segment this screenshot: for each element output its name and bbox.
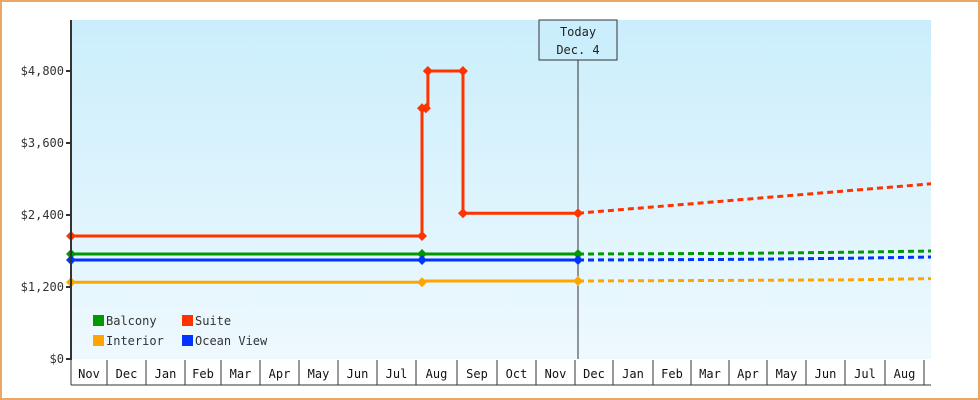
legend-label: Interior — [106, 334, 164, 348]
series-suite — [66, 66, 932, 241]
legend-label: Ocean View — [195, 334, 268, 348]
month-label: Feb — [661, 367, 683, 381]
y-tick-label: $2,400 — [21, 208, 64, 222]
series-lines — [66, 66, 932, 288]
month-label: Apr — [269, 367, 291, 381]
month-label: Sep — [466, 367, 488, 381]
legend-item-balcony[interactable]: Balcony — [93, 314, 157, 328]
today-label: Today — [560, 25, 596, 39]
month-label: May — [776, 367, 798, 381]
legend-label: Balcony — [106, 314, 157, 328]
legend-item-suite[interactable]: Suite — [182, 314, 231, 328]
series-interior — [66, 276, 932, 288]
month-label: Jan — [622, 367, 644, 381]
legend-swatch — [182, 335, 193, 346]
legend-item-ocean-view[interactable]: Ocean View — [182, 334, 268, 348]
month-label: Apr — [737, 367, 759, 381]
month-label: Feb — [192, 367, 214, 381]
data-point-marker[interactable] — [417, 231, 427, 241]
today-marker: Today Dec. 4 — [538, 19, 618, 359]
data-point-marker[interactable] — [417, 277, 427, 288]
legend-swatch — [182, 315, 193, 326]
y-tick-label: $4,800 — [21, 64, 64, 78]
y-tick-label: $0 — [50, 352, 64, 366]
month-label: Aug — [426, 367, 448, 381]
plot-area — [71, 20, 931, 359]
legend-item-interior[interactable]: Interior — [93, 334, 164, 348]
month-label: Jan — [155, 367, 177, 381]
y-tick-label: $1,200 — [21, 280, 64, 294]
legend: Balcony Suite Interior Ocean View — [93, 314, 268, 348]
month-label: Jul — [854, 367, 876, 381]
month-label: Nov — [545, 367, 567, 381]
legend-swatch — [93, 335, 104, 346]
month-label: Mar — [230, 367, 252, 381]
data-point-marker[interactable] — [457, 208, 468, 219]
month-label: Mar — [699, 367, 721, 381]
month-label: Jun — [347, 367, 369, 381]
month-label: Dec — [583, 367, 605, 381]
legend-swatch — [93, 315, 104, 326]
axes: $0 $1,200 $2,400 $3,600 $4,800 — [21, 20, 72, 366]
data-point-marker[interactable] — [420, 103, 431, 114]
month-label: Nov — [78, 367, 100, 381]
y-tick-label: $3,600 — [21, 136, 64, 150]
month-label: May — [308, 367, 330, 381]
today-date: Dec. 4 — [556, 43, 599, 57]
data-point-marker[interactable] — [573, 208, 583, 219]
legend-label: Suite — [195, 314, 231, 328]
month-label: Dec — [116, 367, 138, 381]
data-point-marker[interactable] — [417, 255, 427, 265]
series-ocean-view — [66, 255, 932, 265]
data-point-marker[interactable] — [417, 249, 427, 259]
data-point-marker[interactable] — [573, 276, 583, 286]
month-label: Jul — [386, 367, 408, 381]
today-box — [538, 19, 618, 61]
month-label: Oct — [506, 367, 528, 381]
month-label: Aug — [894, 367, 916, 381]
data-point-marker[interactable] — [422, 66, 433, 76]
month-label: Jun — [815, 367, 837, 381]
data-point-marker[interactable] — [573, 249, 583, 259]
data-point-marker[interactable] — [573, 255, 583, 265]
data-point-marker[interactable] — [457, 66, 468, 76]
month-axis: Nov Dec Jan Feb Mar Apr May Jun Jul Aug Sep Oct Nov D… — [70, 360, 931, 386]
